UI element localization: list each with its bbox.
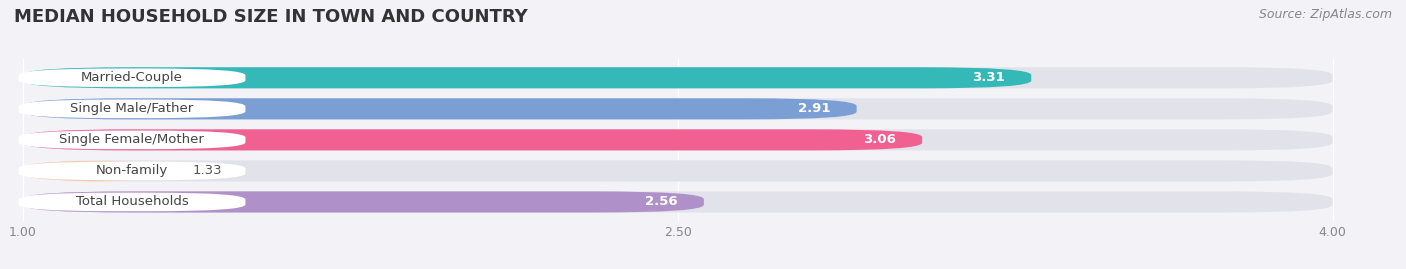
FancyBboxPatch shape xyxy=(22,98,1333,119)
FancyBboxPatch shape xyxy=(18,100,246,118)
FancyBboxPatch shape xyxy=(22,129,1333,150)
FancyBboxPatch shape xyxy=(22,160,167,182)
Text: MEDIAN HOUSEHOLD SIZE IN TOWN AND COUNTRY: MEDIAN HOUSEHOLD SIZE IN TOWN AND COUNTR… xyxy=(14,8,527,26)
FancyBboxPatch shape xyxy=(18,69,246,87)
FancyBboxPatch shape xyxy=(22,67,1031,88)
Text: Source: ZipAtlas.com: Source: ZipAtlas.com xyxy=(1258,8,1392,21)
Text: 2.91: 2.91 xyxy=(799,102,831,115)
FancyBboxPatch shape xyxy=(22,129,922,150)
Text: 1.33: 1.33 xyxy=(193,164,222,178)
Text: Total Households: Total Households xyxy=(76,196,188,208)
Text: Single Male/Father: Single Male/Father xyxy=(70,102,194,115)
FancyBboxPatch shape xyxy=(22,98,856,119)
Text: Married-Couple: Married-Couple xyxy=(82,71,183,84)
FancyBboxPatch shape xyxy=(18,130,246,149)
Text: 2.56: 2.56 xyxy=(645,196,678,208)
FancyBboxPatch shape xyxy=(22,160,1333,182)
FancyBboxPatch shape xyxy=(22,192,1333,213)
FancyBboxPatch shape xyxy=(18,162,246,180)
FancyBboxPatch shape xyxy=(18,193,246,211)
FancyBboxPatch shape xyxy=(22,67,1333,88)
Text: Non-family: Non-family xyxy=(96,164,169,178)
Text: Single Female/Mother: Single Female/Mother xyxy=(59,133,204,146)
FancyBboxPatch shape xyxy=(22,192,704,213)
Text: 3.06: 3.06 xyxy=(863,133,896,146)
Text: 3.31: 3.31 xyxy=(973,71,1005,84)
